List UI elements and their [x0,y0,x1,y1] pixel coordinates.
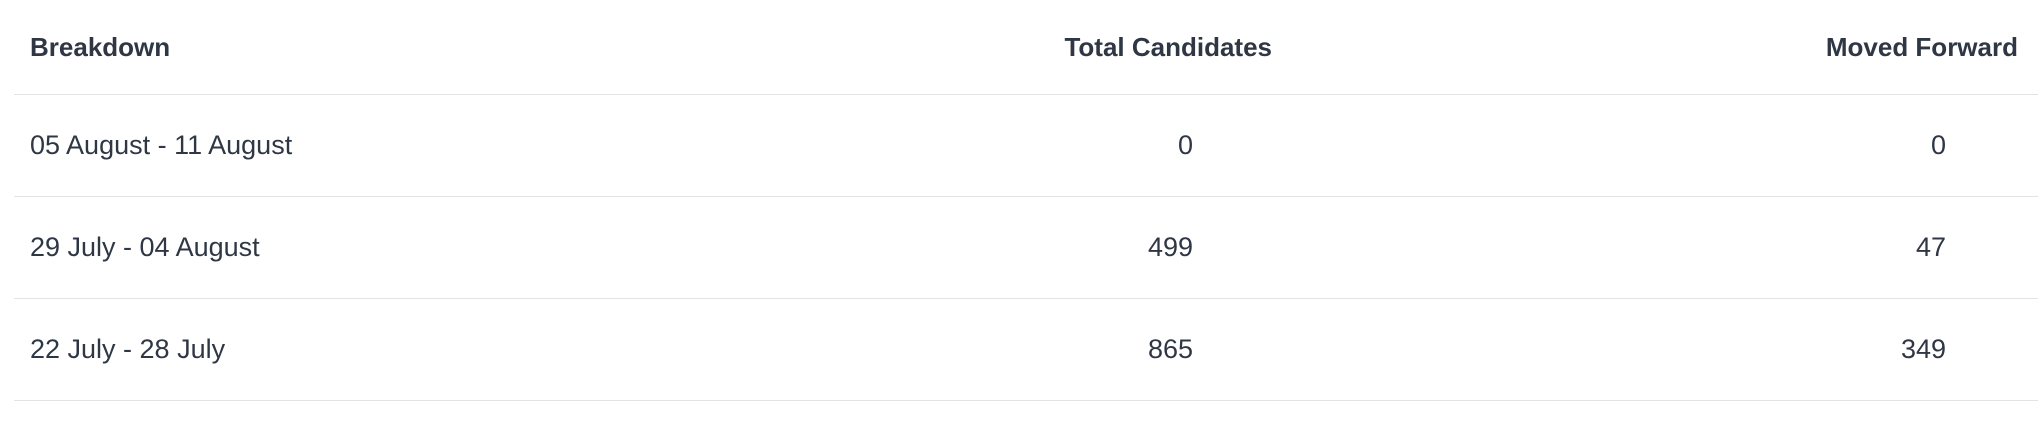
breakdown-cell: 05 August - 11 August [30,130,293,160]
table-row[interactable]: 29 July - 04 August 499 47 [14,197,2038,299]
total-candidates-cell: 0 [1177,130,1193,160]
moved-forward-cell: 47 [1915,232,1946,262]
column-header-moved-forward[interactable]: Moved Forward [1825,31,2018,62]
table-row[interactable]: 05 August - 11 August 0 0 [14,95,2038,197]
column-header-total-candidates[interactable]: Total Candidates [1064,31,1272,62]
breakdown-cell: 22 July - 28 July [30,334,226,364]
table-header-row: Breakdown Total Candidates Moved Forward [14,0,2038,95]
breakdown-table: Breakdown Total Candidates Moved Forward… [14,0,2038,401]
table-row[interactable]: 22 July - 28 July 865 349 [14,299,2038,401]
column-header-breakdown[interactable]: Breakdown [30,31,171,62]
total-candidates-cell: 499 [1147,232,1193,262]
total-candidates-cell: 865 [1147,334,1193,364]
breakdown-cell: 29 July - 04 August [30,232,260,262]
moved-forward-cell: 349 [1900,334,1946,364]
moved-forward-cell: 0 [1930,130,1946,160]
